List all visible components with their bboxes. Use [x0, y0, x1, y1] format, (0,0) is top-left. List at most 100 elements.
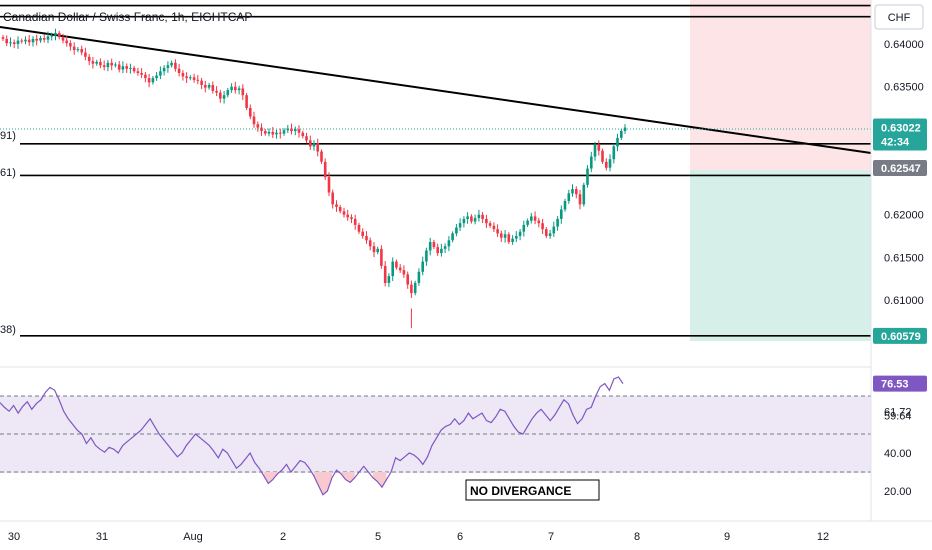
- candle: [5, 35, 8, 46]
- candle: [361, 228, 364, 239]
- candle: [207, 82, 211, 90]
- price-axis-background: [871, 0, 932, 550]
- candle: [12, 39, 16, 49]
- candle: [376, 246, 379, 255]
- price-tick-label: 0.61500: [884, 252, 924, 264]
- candle: [200, 77, 203, 90]
- candle: [16, 36, 20, 49]
- currency-label: CHF: [888, 12, 911, 24]
- level-price-tag: [873, 160, 927, 176]
- candle: [338, 204, 342, 214]
- candle: [473, 214, 477, 225]
- candle: [39, 35, 42, 43]
- descending-trendline: [0, 26, 872, 154]
- candle: [335, 200, 338, 212]
- candle: [597, 140, 601, 156]
- annotation-text: NO DIVERGANCE: [470, 484, 571, 498]
- candle: [406, 271, 409, 289]
- candle: [129, 63, 132, 74]
- candle: [470, 214, 473, 224]
- candle: [413, 280, 417, 296]
- candle: [488, 221, 492, 228]
- candle: [440, 243, 443, 257]
- time-tick-label: 9: [724, 531, 730, 543]
- candle: [485, 214, 488, 229]
- time-tick-label: 8: [634, 531, 640, 543]
- candle: [526, 218, 529, 227]
- currency-box[interactable]: [874, 4, 924, 30]
- candle: [297, 125, 301, 138]
- candle: [69, 40, 72, 51]
- candle: [61, 33, 65, 44]
- last-price-tag: [873, 118, 927, 151]
- rsi-oversold-fill: [263, 472, 387, 495]
- candle: [515, 231, 518, 243]
- candle: [327, 172, 331, 196]
- time-axis-ticks: 30 31 Aug 2 5 6 7 8 9 12: [8, 531, 829, 543]
- candle: [365, 231, 368, 244]
- candle: [567, 189, 571, 204]
- level-label-2: 61): [0, 167, 16, 179]
- candle: [35, 34, 38, 46]
- candle: [226, 87, 230, 98]
- rsi-current-tag: [873, 375, 927, 392]
- candle: [264, 128, 267, 136]
- annotation-box: [465, 479, 600, 501]
- candle: [72, 42, 76, 55]
- candle: [533, 211, 537, 225]
- rsi-tick-label: 20.00: [884, 486, 912, 498]
- candle: [353, 214, 357, 230]
- candle: [219, 89, 222, 103]
- candle: [372, 242, 376, 258]
- candle: [110, 58, 113, 71]
- candle: [286, 125, 290, 133]
- candle: [466, 212, 469, 224]
- level-price-value: 0.62547: [881, 163, 921, 175]
- candle: [114, 62, 117, 68]
- candle: [279, 128, 282, 139]
- candle: [166, 61, 170, 73]
- time-tick-label: Aug: [183, 531, 203, 543]
- chart-title: Canadian Dollar / Swiss Franc, 1h, EIGHT…: [3, 10, 252, 24]
- candle: [196, 75, 200, 85]
- rsi-oversold-area: [372, 472, 387, 488]
- candle: [151, 76, 155, 85]
- candle: [616, 133, 619, 152]
- candle: [357, 222, 361, 234]
- level-label-3: 38): [0, 324, 16, 336]
- candle: [368, 237, 372, 251]
- candle: [95, 59, 98, 66]
- candle: [410, 280, 413, 298]
- candle: [428, 237, 432, 256]
- candle: [511, 235, 514, 245]
- candle: [563, 198, 567, 212]
- candle: [395, 259, 398, 270]
- candle: [106, 60, 110, 72]
- candle: [84, 47, 87, 61]
- candle: [170, 60, 173, 68]
- candle: [99, 58, 102, 69]
- candle: [237, 85, 241, 95]
- candle: [140, 68, 143, 79]
- time-tick-label: 12: [817, 531, 829, 543]
- candle: [552, 221, 556, 237]
- candle: [537, 217, 541, 228]
- candle: [305, 132, 308, 144]
- rsi-current-value: 76.53: [881, 379, 909, 391]
- candle: [575, 186, 578, 199]
- candle: [342, 207, 346, 218]
- candle: [125, 63, 128, 73]
- candle: [267, 128, 271, 137]
- candle: [65, 35, 68, 47]
- price-horizontal-lines: [0, 4, 871, 337]
- candle: [211, 81, 215, 94]
- price-tick-label: 0.61000: [884, 295, 924, 307]
- candle: [447, 236, 451, 252]
- candle: [46, 31, 50, 44]
- candle: [417, 268, 421, 286]
- candle: [144, 71, 147, 83]
- candle: [481, 211, 484, 224]
- candle: [545, 227, 548, 239]
- time-tick-label: 7: [548, 531, 554, 543]
